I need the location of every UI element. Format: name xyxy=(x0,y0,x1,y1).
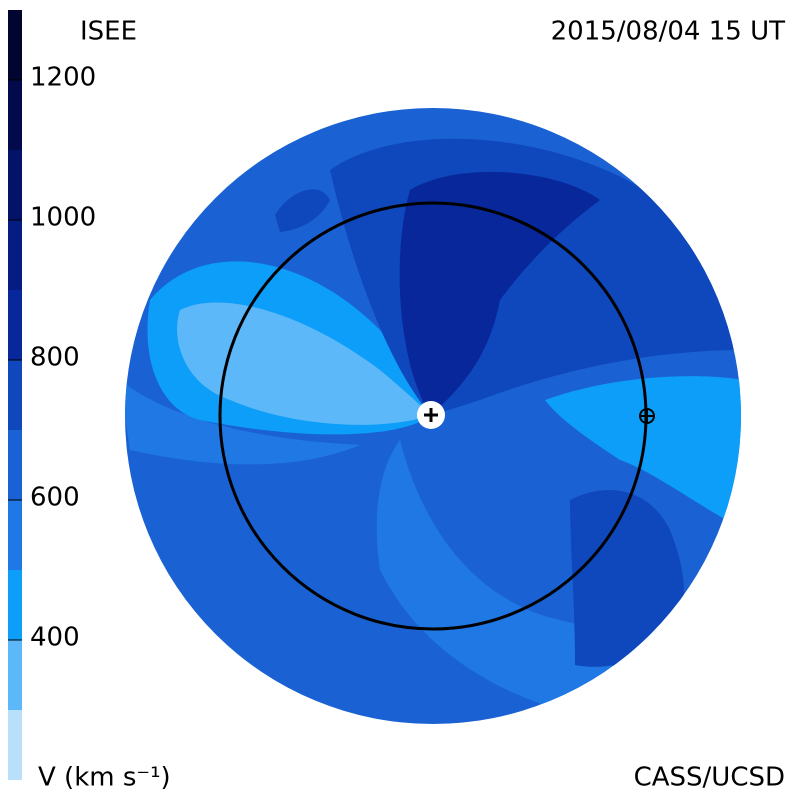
colorbar-tick-label: 600 xyxy=(30,483,80,513)
colorbar-bin xyxy=(8,290,22,360)
sun-marker xyxy=(424,408,438,422)
velocity-region xyxy=(275,189,330,232)
colorbar-tick-label: 1000 xyxy=(30,203,96,233)
colorbar-bin xyxy=(8,80,22,150)
colorbar-bin xyxy=(8,10,22,80)
velocity-region xyxy=(177,302,431,425)
colorbar-bin xyxy=(8,430,22,500)
colorbar-bin xyxy=(8,220,22,290)
colorbar-bin xyxy=(8,150,22,220)
colorbar-bin xyxy=(8,360,22,430)
colorbar-tick-label: 400 xyxy=(30,623,80,653)
velocity-region xyxy=(545,376,741,525)
colorbar-label: V (km s⁻¹) xyxy=(38,763,171,793)
velocity-region xyxy=(570,490,684,667)
velocity-region xyxy=(125,380,360,465)
velocity-region xyxy=(399,171,600,415)
title: ISEE xyxy=(80,17,137,47)
date: 2015/08/04 15 UT xyxy=(551,17,785,47)
colorbar-bin xyxy=(8,570,22,640)
earth-marker xyxy=(640,409,654,423)
colorbar-tick-label: 800 xyxy=(30,343,80,373)
colorbar-tick-label: 1200 xyxy=(30,63,96,93)
credit: CASS/UCSD xyxy=(634,763,785,793)
colorbar-bin xyxy=(8,500,22,570)
colorbar-bin xyxy=(8,640,22,710)
colorbar-bin xyxy=(8,710,22,780)
